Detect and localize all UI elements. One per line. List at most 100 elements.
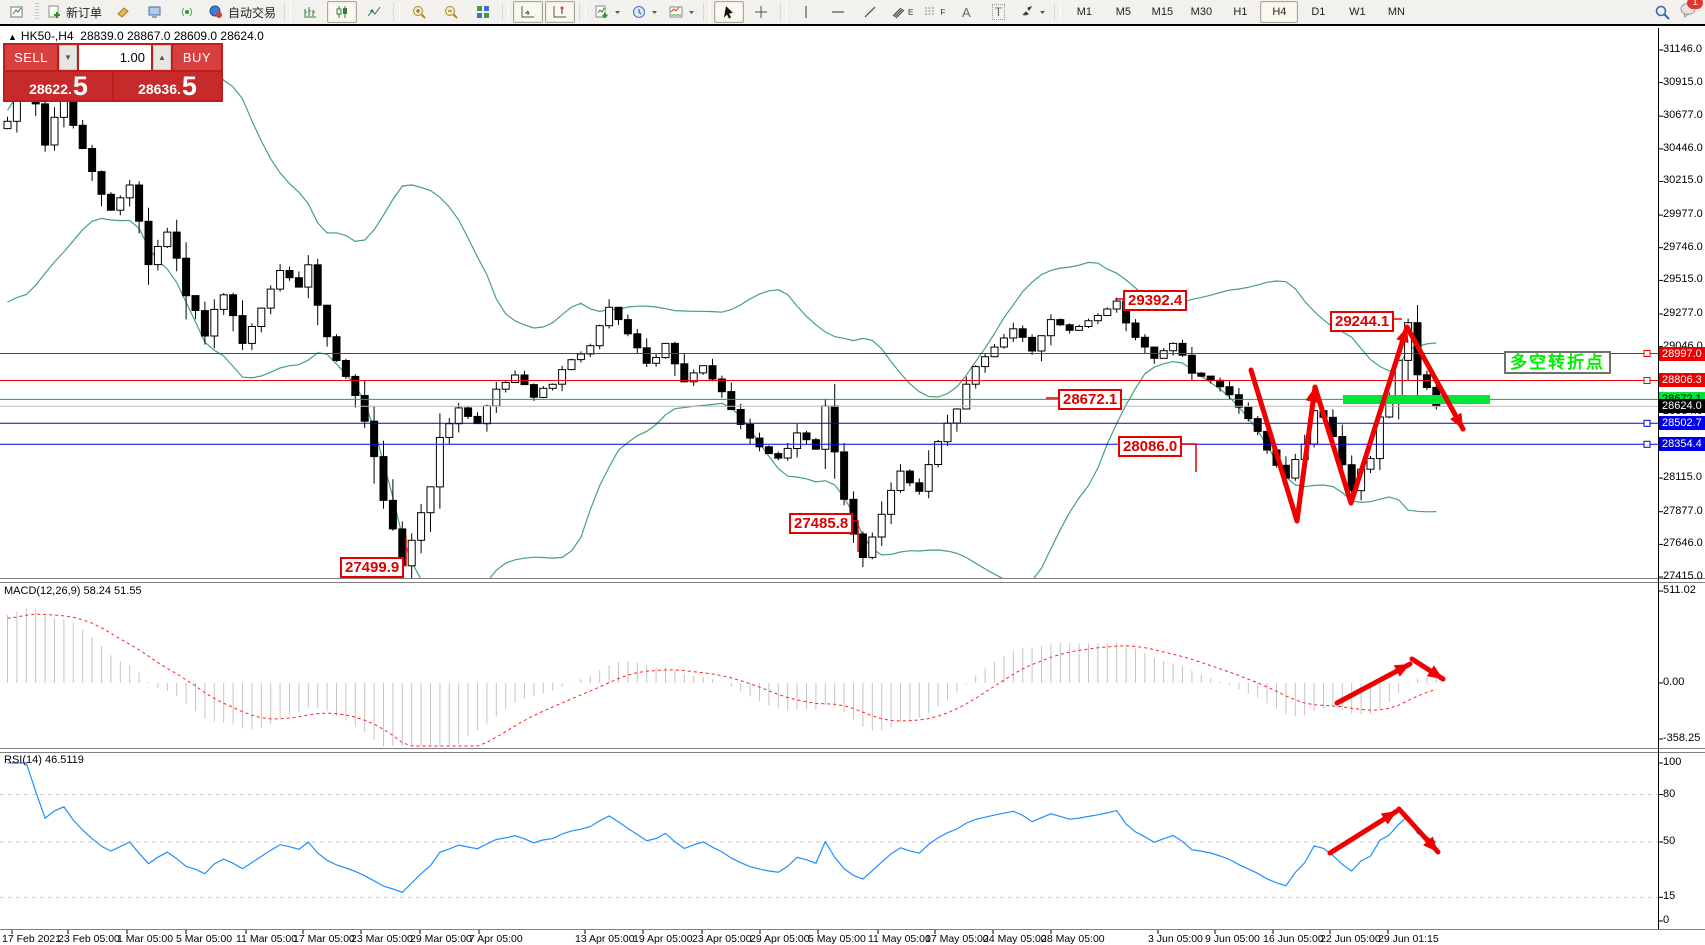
timeframe-button-d1[interactable]: D1 xyxy=(1311,6,1326,18)
hline-tool-button[interactable] xyxy=(823,1,853,23)
auto-trading-label: 自动交易 xyxy=(228,5,277,20)
zoom-in-button[interactable] xyxy=(404,1,434,23)
text-label-tool-button[interactable]: T xyxy=(983,1,1013,23)
text-tool-button[interactable]: A xyxy=(951,1,981,23)
search-icon[interactable] xyxy=(1654,4,1671,21)
price-axis-tick: 28115.0 xyxy=(1663,471,1702,484)
price-tag-28624.0: 28624.0 xyxy=(1659,399,1705,414)
new-order-button[interactable]: 新订单 xyxy=(42,1,106,23)
terminal-button[interactable] xyxy=(140,1,170,23)
timeframe-button-h4[interactable]: H4 xyxy=(1260,1,1299,23)
chart-window: ▲ HK50-,H4 28839.0 28867.0 28609.0 28624.… xyxy=(0,26,1705,945)
arrows-tool-button[interactable] xyxy=(1015,1,1050,23)
sell-price[interactable]: 28622. 5 xyxy=(5,72,112,100)
price-callout-28086.0[interactable]: 28086.0 xyxy=(1118,436,1183,457)
line-handle[interactable] xyxy=(1643,440,1651,448)
price-callout-28672.1[interactable]: 28672.1 xyxy=(1058,389,1123,410)
trendline-tool-button[interactable] xyxy=(855,1,885,23)
buy-button[interactable]: BUY xyxy=(173,45,221,70)
volume-increase-button[interactable]: ▲ xyxy=(153,45,171,70)
price-axis-tick: 30915.0 xyxy=(1663,75,1703,88)
timeframe-button-m15[interactable]: M15 xyxy=(1151,6,1174,18)
auto-scroll-button[interactable] xyxy=(513,1,544,23)
price-callout-29244.1[interactable]: 29244.1 xyxy=(1330,311,1395,332)
date-axis-label: 29 Mar 05:00 xyxy=(410,933,472,945)
rsi-trend-arrow-2[interactable] xyxy=(1396,806,1441,855)
date-axis-label: 16 Jun 05:00 xyxy=(1263,933,1324,945)
line-chart-mode-button[interactable] xyxy=(359,1,389,23)
periods-button[interactable] xyxy=(627,1,662,23)
timeframe-button-m30[interactable]: M30 xyxy=(1190,6,1213,18)
clock-icon xyxy=(633,6,646,18)
line-handle[interactable] xyxy=(1643,350,1651,357)
history-center-button[interactable] xyxy=(108,1,138,23)
date-axis-label: 17 Feb 2021 xyxy=(2,933,61,945)
timeframe-button-m5[interactable]: M5 xyxy=(1115,6,1132,18)
indicators-button[interactable] xyxy=(590,1,625,23)
chart-shift-button[interactable] xyxy=(545,1,576,23)
volume-decrease-button[interactable]: ▼ xyxy=(59,45,77,70)
signals-button[interactable] xyxy=(172,1,202,23)
chart-canvas[interactable] xyxy=(0,26,1705,945)
timeframe-button-m1[interactable]: M1 xyxy=(1076,6,1093,18)
rsi-trend-arrow-1[interactable] xyxy=(1327,808,1400,856)
price-axis-tick: 29277.0 xyxy=(1663,306,1703,319)
price-callout-27499.9[interactable]: 27499.9 xyxy=(340,557,405,578)
channel-tool-button[interactable]: E xyxy=(887,1,917,23)
line-chart-icon xyxy=(367,6,381,17)
price-tag-28354.4: 28354.4 xyxy=(1659,437,1705,452)
templates-button[interactable] xyxy=(664,1,699,23)
price-callout-29392.4[interactable]: 29392.4 xyxy=(1123,290,1188,311)
zigzag-projection-arrows[interactable] xyxy=(1248,324,1466,524)
rsi-pane xyxy=(7,762,1437,893)
collapse-icon[interactable]: ▲ xyxy=(8,32,17,42)
macd-label: MACD(12,26,9) 58.24 51.55 xyxy=(4,585,142,597)
candlestick-mode-button[interactable] xyxy=(327,1,358,23)
cursor-tool-button[interactable] xyxy=(714,1,745,23)
timeframe-button-h1[interactable]: H1 xyxy=(1233,6,1248,18)
price-callout-27485.8[interactable]: 27485.8 xyxy=(789,513,854,534)
date-axis-label: 28 May 05:00 xyxy=(1041,933,1105,945)
line-handle[interactable] xyxy=(1643,419,1651,427)
price-axis-tick: 27415.0 xyxy=(1663,569,1703,582)
bollinger-upper-band xyxy=(6,46,1437,398)
horizontal-line-icon xyxy=(832,11,845,13)
sell-price-pips: 5 xyxy=(72,71,88,101)
trendline-icon xyxy=(864,6,876,18)
timeframe-button-mn[interactable]: MN xyxy=(1387,6,1405,18)
new-chart-button[interactable] xyxy=(2,1,32,23)
buy-price-main: 28636. xyxy=(138,81,181,97)
zoom-out-button[interactable] xyxy=(436,1,466,23)
price-tag-28806.3: 28806.3 xyxy=(1659,373,1705,388)
date-axis-label: 1 Mar 05:00 xyxy=(117,933,174,945)
signal-icon xyxy=(181,7,192,17)
timeframe-toolbar: M1 M5 M15 M30 H1 H4 D1 W1 MN xyxy=(1065,1,1415,23)
volume-input[interactable]: 1.00 xyxy=(79,45,151,70)
date-axis-label: 13 Apr 05:00 xyxy=(575,933,635,945)
timeframe-button-w1[interactable]: W1 xyxy=(1349,6,1366,18)
auto-scroll-icon xyxy=(521,6,535,18)
toolbar-separator xyxy=(393,3,401,21)
date-axis-label: 17 Mar 05:00 xyxy=(293,933,355,945)
support-highlight-bar[interactable] xyxy=(1343,395,1490,404)
buy-price[interactable]: 28636. 5 xyxy=(114,72,221,100)
line-handle[interactable] xyxy=(1643,377,1651,384)
macd-trend-arrow-2[interactable] xyxy=(1409,656,1446,682)
notifications-button[interactable]: 1 xyxy=(1679,0,1703,23)
note-box-turning-point[interactable]: 多空转折点 xyxy=(1504,351,1611,374)
chevron-down-icon xyxy=(615,11,621,14)
sell-price-main: 28622. xyxy=(29,81,72,97)
fibonacci-tool-button[interactable]: F xyxy=(919,1,949,23)
rsi-label: RSI(14) 46.5119 xyxy=(4,754,84,766)
date-axis-label: 11 May 05:00 xyxy=(868,933,931,945)
symbol-header[interactable]: ▲ HK50-,H4 28839.0 28867.0 28609.0 28624.… xyxy=(8,29,264,43)
symbol-title: HK50-,H4 xyxy=(20,29,74,43)
vline-tool-button[interactable] xyxy=(791,1,821,23)
sell-button[interactable]: SELL xyxy=(5,45,57,70)
chevron-down-icon xyxy=(1040,11,1046,14)
tile-windows-button[interactable] xyxy=(468,1,498,23)
auto-trading-button[interactable]: 自动交易 xyxy=(204,1,280,23)
crosshair-tool-button[interactable] xyxy=(746,1,776,23)
macd-trend-arrow-1[interactable] xyxy=(1334,661,1413,706)
bar-chart-mode-button[interactable] xyxy=(295,1,325,23)
